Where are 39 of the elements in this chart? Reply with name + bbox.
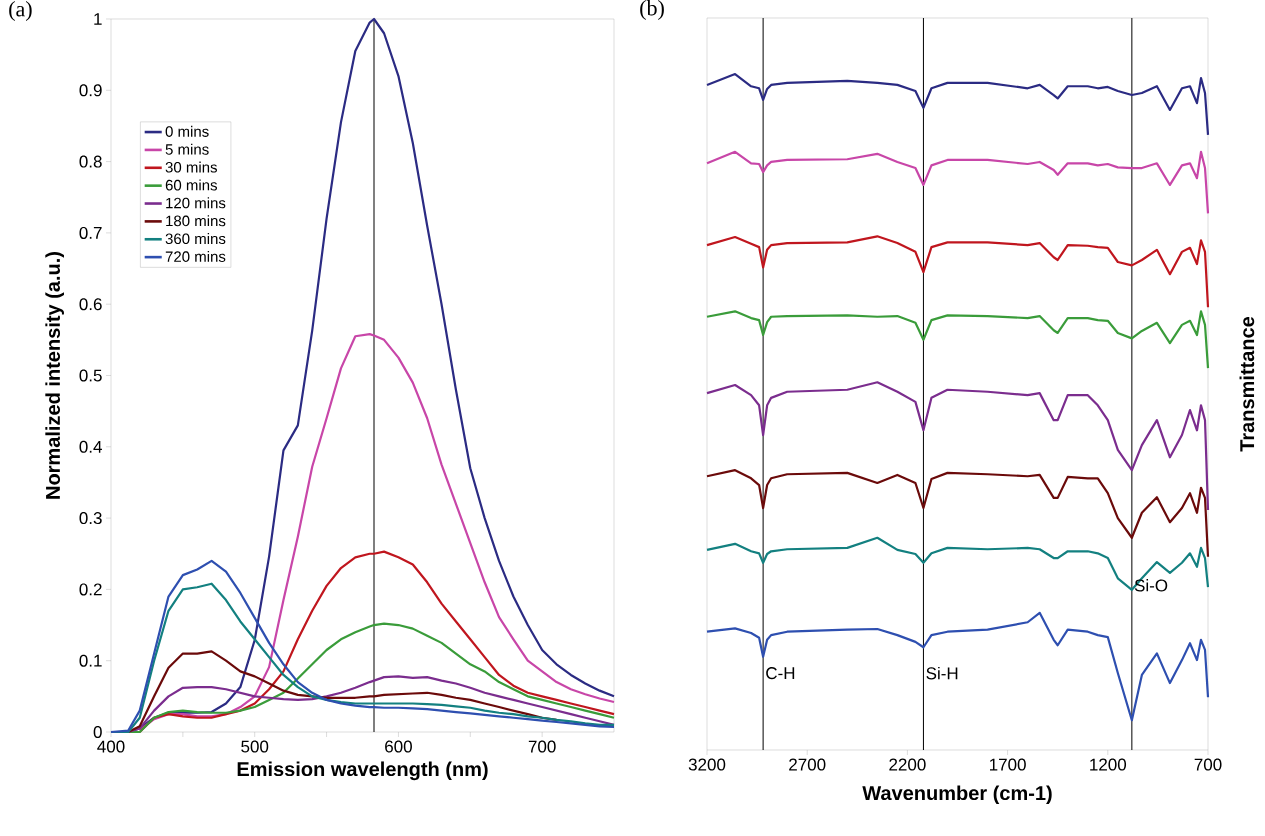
y-tick-label: 0.5 [79,369,102,382]
x-tick-label: 700 [528,740,556,753]
x-tick-label: 2700 [789,758,826,771]
legend-label: 120 mins [166,197,226,209]
y-tick-label: 0.2 [79,583,102,596]
x-tick-label: 1200 [1090,758,1127,771]
ref-line-label: Si-H [926,666,958,680]
legend-label: 5 mins [165,143,209,155]
y-axis-title: Normalized intensity (a.u.) [45,252,64,499]
chart-title: (a) [9,1,32,21]
y-axis-title: Transmittance [1239,316,1255,452]
x-axis-title: Emission wavelength (nm) [237,761,488,781]
x-tick-label: 3200 [688,758,726,771]
y-tick-label: 0.3 [79,512,102,525]
legend-label: 60 mins [165,179,217,191]
x-tick-label: 500 [241,740,269,753]
x-tick-label: 1700 [990,758,1026,771]
y-tick-label: 0.1 [79,654,102,667]
x-tick-label: 700 [1194,758,1222,771]
x-axis-title: Wavenumber (cm-1) [862,785,1052,805]
y-tick-label: 0 [93,725,102,739]
line-series [138,333,616,731]
ref-line-label: Si-O [1134,579,1168,592]
chart-title: (b) [640,0,664,20]
legend-label: 0 mins [165,125,209,137]
legend-label: 360 mins [165,233,226,245]
ref-line-label: C-H [766,667,795,680]
x-tick-label: 400 [97,740,125,753]
legend-label: 180 mins [166,215,226,227]
y-tick-label: 0.4 [79,440,102,453]
legend-label: 30 mins [165,161,217,173]
x-tick-label: 2200 [889,758,926,771]
y-tick-label: 0.8 [79,155,102,168]
y-tick-label: 1 [94,13,102,25]
y-tick-label: 0.9 [79,84,102,97]
x-tick-label: 600 [385,740,412,753]
y-tick-label: 0.6 [79,298,102,311]
y-tick-label: 0.7 [79,226,102,239]
legend-label: 720 mins [165,250,226,262]
